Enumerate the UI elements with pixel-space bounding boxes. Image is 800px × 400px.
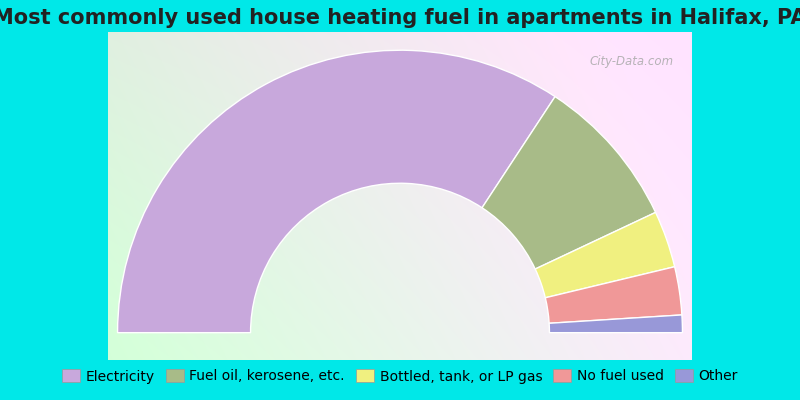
Wedge shape (549, 315, 682, 333)
Wedge shape (118, 50, 555, 333)
Text: City-Data.com: City-Data.com (590, 55, 674, 68)
Wedge shape (546, 267, 682, 323)
Wedge shape (482, 96, 655, 269)
Legend: Electricity, Fuel oil, kerosene, etc., Bottled, tank, or LP gas, No fuel used, O: Electricity, Fuel oil, kerosene, etc., B… (56, 364, 744, 389)
Wedge shape (535, 212, 674, 298)
Text: Most commonly used house heating fuel in apartments in Halifax, PA: Most commonly used house heating fuel in… (0, 8, 800, 28)
